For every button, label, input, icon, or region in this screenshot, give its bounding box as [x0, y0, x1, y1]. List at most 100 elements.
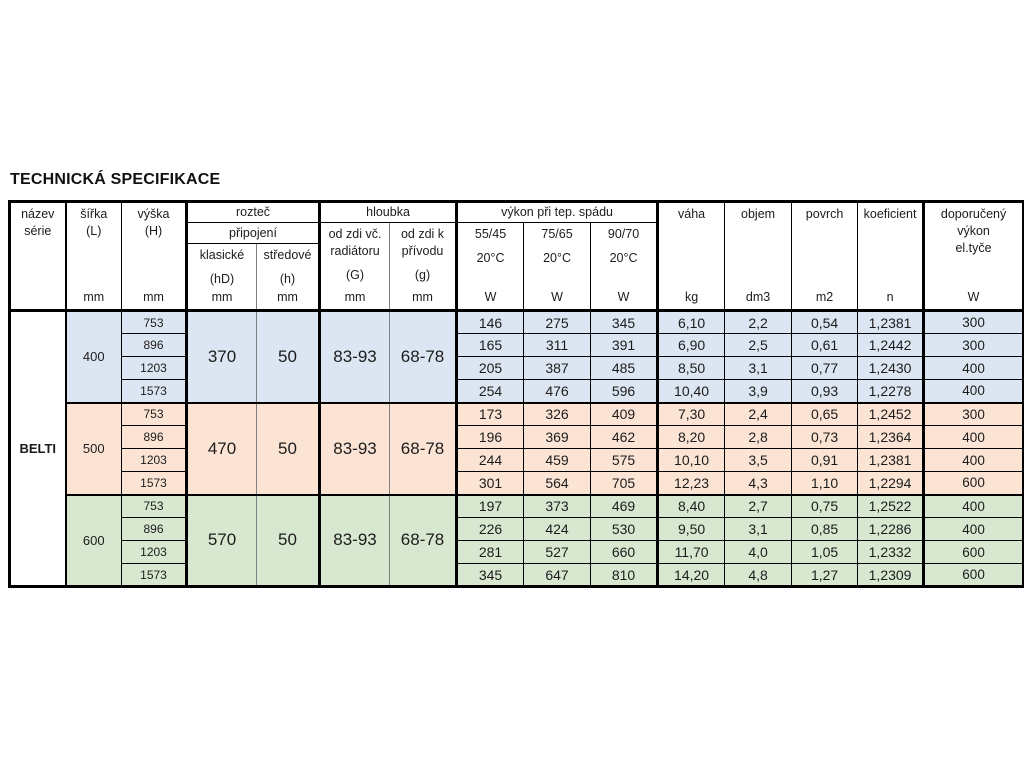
col-header-width: šířka (L) mm — [65, 201, 122, 311]
table-row: 600 753 570 50 83-93 68-78 197 373 469 8… — [9, 493, 1024, 587]
recommended-power-cell: 400 — [923, 356, 1024, 380]
recommended-power-cell: 400 — [923, 517, 1024, 541]
recommended-power-cell: 600 — [923, 563, 1024, 587]
surface-cell: 0,91 — [791, 448, 859, 472]
volume-cell: 2,8 — [724, 425, 793, 449]
volume-cell: 2,2 — [724, 309, 793, 334]
table-row: 1573 254 476 596 10,40 3,9 0,93 1,2278 4… — [9, 379, 1024, 403]
table-row: 896 226 424 530 9,50 3,1 0,85 1,2286 400 — [9, 517, 1024, 541]
pitch-classic-cell: 470 — [186, 401, 257, 495]
power-9070-cell: 705 — [590, 471, 660, 495]
power-9070-cell: 485 — [590, 356, 660, 380]
power-9070-cell: 409 — [590, 401, 660, 426]
table-row: 1573 345 647 810 14,20 4,8 1,27 1,2309 6… — [9, 563, 1024, 587]
power-7565-cell: 424 — [523, 517, 592, 541]
power-9070-cell: 530 — [590, 517, 660, 541]
height-cell: 753 — [121, 309, 188, 334]
coefficient-cell: 1,2381 — [857, 448, 926, 472]
height-cell: 753 — [121, 401, 188, 426]
coefficient-cell: 1,2286 — [857, 517, 926, 541]
surface-cell: 0,75 — [791, 493, 859, 518]
surface-cell: 0,65 — [791, 401, 859, 426]
surface-cell: 1,05 — [791, 540, 859, 564]
col-header-pitch-center: středové (h) mm — [256, 243, 322, 311]
col-header-connection: připojení — [186, 222, 322, 244]
power-7565-cell: 564 — [523, 471, 592, 495]
power-7565-cell: 326 — [523, 401, 592, 426]
table-row: 896 165 311 391 6,90 2,5 0,61 1,2442 300 — [9, 333, 1024, 357]
table-row: 1203 281 527 660 11,70 4,0 1,05 1,2332 6… — [9, 540, 1024, 564]
table-row: 500 753 470 50 83-93 68-78 173 326 409 7… — [9, 401, 1024, 495]
weight-cell: 8,20 — [657, 425, 726, 449]
coefficient-cell: 1,2442 — [857, 333, 926, 357]
coefficient-cell: 1,2381 — [857, 309, 926, 334]
volume-cell: 3,1 — [724, 517, 793, 541]
height-cell: 1203 — [121, 448, 188, 472]
power-5545-cell: 205 — [456, 356, 525, 380]
surface-cell: 1,10 — [791, 471, 859, 495]
height-cell: 896 — [121, 517, 188, 541]
height-cell: 896 — [121, 425, 188, 449]
coefficient-cell: 1,2294 — [857, 471, 926, 495]
spec-table: název série šířka (L) mm výška (H) mm rozt… — [8, 200, 1024, 588]
recommended-power-cell: 300 — [923, 333, 1024, 357]
power-5545-cell: 165 — [456, 333, 525, 357]
weight-cell: 9,50 — [657, 517, 726, 541]
weight-cell: 11,70 — [657, 540, 726, 564]
col-header-depth-g: od zdi k přívodu (g) mm — [389, 222, 459, 311]
surface-cell: 0,77 — [791, 356, 859, 380]
recommended-power-cell: 400 — [923, 493, 1024, 518]
recommended-power-cell: 300 — [923, 309, 1024, 334]
weight-cell: 6,10 — [657, 309, 726, 334]
power-7565-cell: 369 — [523, 425, 592, 449]
table-row: 1203 205 387 485 8,50 3,1 0,77 1,2430 40… — [9, 356, 1024, 380]
col-header-grad-9070: 90/70 20°C W — [590, 222, 660, 311]
col-header-recommended-power: doporučený výkon el.tyče W — [923, 201, 1024, 311]
surface-cell: 0,61 — [791, 333, 859, 357]
volume-cell: 3,1 — [724, 356, 793, 380]
surface-cell: 0,54 — [791, 309, 859, 334]
col-header-weight: váha kg — [657, 201, 726, 311]
col-header-pitch: rozteč — [186, 201, 322, 223]
col-header-depth: hloubka — [319, 201, 459, 223]
power-7565-cell: 527 — [523, 540, 592, 564]
power-5545-cell: 244 — [456, 448, 525, 472]
coefficient-cell: 1,2332 — [857, 540, 926, 564]
table-row: BELTI 400 753 370 50 83-93 68-78 146 275… — [9, 309, 1024, 587]
weight-cell: 7,30 — [657, 401, 726, 426]
recommended-power-cell: 400 — [923, 425, 1024, 449]
col-header-power: výkon při tep. spádu — [456, 201, 660, 223]
weight-cell: 12,23 — [657, 471, 726, 495]
power-5545-cell: 301 — [456, 471, 525, 495]
height-cell: 1573 — [121, 471, 188, 495]
volume-cell: 2,4 — [724, 401, 793, 426]
surface-cell: 0,93 — [791, 379, 859, 403]
col-header-grad-7565: 75/65 20°C W — [523, 222, 592, 311]
height-cell: 1203 — [121, 356, 188, 380]
height-cell: 1573 — [121, 379, 188, 403]
power-9070-cell: 469 — [590, 493, 660, 518]
col-header-surface: povrch m2 — [791, 201, 859, 311]
power-9070-cell: 462 — [590, 425, 660, 449]
volume-cell: 3,9 — [724, 379, 793, 403]
height-cell: 896 — [121, 333, 188, 357]
volume-cell: 4,8 — [724, 563, 793, 587]
power-5545-cell: 197 — [456, 493, 525, 518]
table-header: název série šířka (L) mm výška (H) mm rozt… — [9, 201, 1024, 311]
col-header-pitch-classic: klasické (hD) mm — [186, 243, 257, 311]
width-cell: 400 — [65, 309, 122, 403]
power-5545-cell: 281 — [456, 540, 525, 564]
coefficient-cell: 1,2364 — [857, 425, 926, 449]
width-cell: 600 — [65, 493, 122, 587]
power-7565-cell: 387 — [523, 356, 592, 380]
table-row: 896 196 369 462 8,20 2,8 0,73 1,2364 400 — [9, 425, 1024, 449]
height-cell: 753 — [121, 493, 188, 518]
pitch-center-cell: 50 — [256, 493, 322, 587]
weight-cell: 8,50 — [657, 356, 726, 380]
power-7565-cell: 459 — [523, 448, 592, 472]
depth-g-cell: 68-78 — [389, 401, 459, 495]
depth-g-cell: 68-78 — [389, 493, 459, 587]
power-9070-cell: 391 — [590, 333, 660, 357]
weight-cell: 6,90 — [657, 333, 726, 357]
recommended-power-cell: 600 — [923, 540, 1024, 564]
